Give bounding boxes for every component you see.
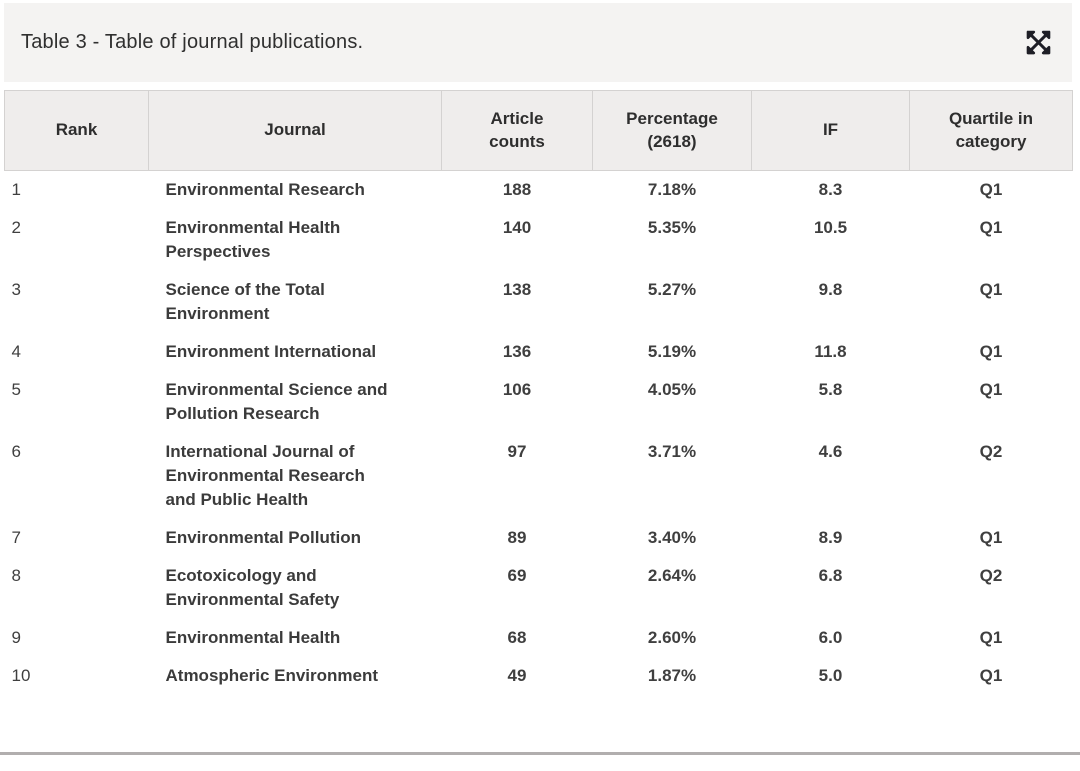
cell-article-counts: 97 [507, 442, 527, 461]
cell-article-counts: 188 [502, 180, 532, 199]
expand-arrows-icon [1026, 30, 1051, 55]
cell-journal: Environmental Pollution [165, 528, 362, 547]
cell-percentage: 5.19% [647, 342, 697, 361]
cell-rank: 9 [11, 628, 21, 647]
cell-quartile: Q1 [979, 528, 1003, 547]
cell-if: 11.8 [814, 342, 847, 361]
table-figure-widget: Table 3 - Table of journal publications.… [4, 3, 1073, 739]
column-header-if: IF [751, 90, 910, 171]
cell-quartile: Q1 [979, 180, 1003, 199]
cell-if: 8.3 [818, 180, 843, 199]
cell-quartile: Q1 [979, 218, 1003, 237]
table-caption-bar: Table 3 - Table of journal publications. [4, 3, 1072, 82]
cell-rank: 3 [11, 280, 21, 299]
cell-percentage: 2.60% [647, 628, 697, 647]
cell-percentage: 7.18% [647, 180, 697, 199]
cell-article-counts: 138 [502, 280, 532, 299]
table-row: 3 Science of the Total Environment 138 5… [5, 271, 1073, 333]
cell-article-counts: 89 [507, 528, 527, 547]
cell-journal: Ecotoxicology and Environmental Safety [165, 566, 340, 609]
cell-if: 6.0 [818, 628, 843, 647]
cell-article-counts: 140 [502, 218, 532, 237]
column-header-quartile: Quartile in category [909, 90, 1073, 171]
cell-rank: 1 [11, 180, 21, 199]
cell-journal: Atmospheric Environment [165, 666, 379, 685]
table-bottom-spacer [4, 695, 1072, 739]
cell-rank: 10 [11, 666, 31, 685]
cell-percentage: 3.40% [647, 528, 697, 547]
cell-percentage: 3.71% [647, 442, 697, 461]
cell-journal: Environmental Health Perspectives [165, 218, 341, 261]
cell-journal: Environment International [165, 342, 377, 361]
cell-quartile: Q1 [979, 628, 1003, 647]
cell-rank: 5 [11, 380, 21, 399]
cell-rank: 7 [11, 528, 21, 547]
journal-publications-table: Rank Journal Article counts Percentage (… [4, 90, 1073, 695]
table-caption: Table 3 - Table of journal publications. [21, 31, 364, 53]
expand-table-button[interactable] [1025, 29, 1052, 56]
bottom-divider [0, 752, 1080, 755]
cell-rank: 8 [11, 566, 21, 585]
cell-journal: Science of the Total Environment [165, 280, 325, 323]
table-row: 5 Environmental Science and Pollution Re… [5, 371, 1073, 433]
column-header-percentage: Percentage (2618) [592, 90, 752, 171]
table-row: 4 Environment International 136 5.19% 11… [5, 333, 1073, 371]
cell-percentage: 4.05% [647, 380, 697, 399]
cell-if: 10.5 [813, 218, 848, 237]
cell-if: 5.0 [818, 666, 843, 685]
header-row: Rank Journal Article counts Percentage (… [4, 90, 1073, 171]
cell-if: 8.9 [818, 528, 843, 547]
table-row: 6 International Journal of Environmental… [5, 433, 1073, 519]
cell-rank: 4 [11, 342, 21, 361]
cell-journal: Environmental Research [165, 180, 365, 199]
cell-percentage: 5.35% [647, 218, 697, 237]
table-row: 10 Atmospheric Environment 49 1.87% 5.0 … [5, 657, 1073, 695]
cell-article-counts: 68 [507, 628, 527, 647]
column-header-rank: Rank [4, 90, 149, 171]
cell-quartile: Q1 [979, 342, 1003, 361]
cell-quartile: Q2 [979, 566, 1003, 585]
cell-if: 5.8 [818, 380, 843, 399]
cell-quartile: Q2 [979, 442, 1003, 461]
cell-article-counts: 106 [502, 380, 532, 399]
cell-rank: 2 [11, 218, 21, 237]
cell-article-counts: 69 [507, 566, 527, 585]
cell-if: 9.8 [818, 280, 843, 299]
table-row: 1 Environmental Research 188 7.18% 8.3 Q… [5, 171, 1073, 210]
cell-journal: Environmental Health [165, 628, 341, 647]
table-row: 2 Environmental Health Perspectives 140 … [5, 209, 1073, 271]
cell-quartile: Q1 [979, 666, 1003, 685]
cell-percentage: 1.87% [647, 666, 697, 685]
cell-if: 6.8 [818, 566, 843, 585]
cell-percentage: 5.27% [647, 280, 697, 299]
table-row: 7 Environmental Pollution 89 3.40% 8.9 Q… [5, 519, 1073, 557]
cell-quartile: Q1 [979, 380, 1003, 399]
cell-journal: International Journal of Environmental R… [165, 442, 365, 509]
table-row: 9 Environmental Health 68 2.60% 6.0 Q1 [5, 619, 1073, 657]
cell-rank: 6 [11, 442, 21, 461]
cell-article-counts: 49 [507, 666, 527, 685]
cell-journal: Environmental Science and Pollution Rese… [165, 380, 388, 423]
column-header-journal: Journal [148, 90, 442, 171]
cell-article-counts: 136 [502, 342, 532, 361]
table-row: 8 Ecotoxicology and Environmental Safety… [5, 557, 1073, 619]
column-header-article-counts: Article counts [441, 90, 593, 171]
cell-if: 4.6 [818, 442, 843, 461]
cell-percentage: 2.64% [647, 566, 697, 585]
cell-quartile: Q1 [979, 280, 1003, 299]
